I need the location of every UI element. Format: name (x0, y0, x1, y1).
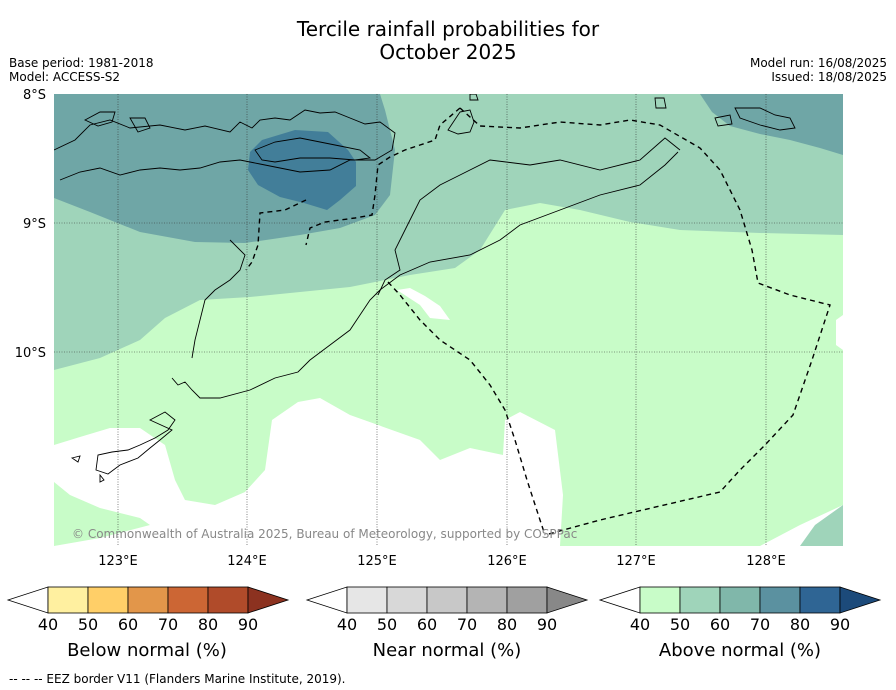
colorbars: 40 50 60 70 80 90 40 50 60 70 80 90 40 50 60 70 80 90 (6, 586, 882, 634)
lon-label-124e: 124°E (227, 554, 267, 569)
below-normal-colorbar-tick: 90 (238, 615, 258, 634)
base-period: Base period: 1981-2018 (9, 56, 154, 70)
below-normal-colorbar-tick: 80 (198, 615, 218, 634)
title-line-2: October 2025 (379, 40, 517, 64)
north-islet-4 (734, 107, 796, 131)
copyright-text: © Commonwealth of Australia 2025, Bureau… (72, 527, 577, 541)
sumba-coast (191, 239, 246, 359)
below-normal-colorbar-segment (87, 586, 129, 614)
white-patch (397, 288, 450, 320)
eez-border (245, 107, 831, 536)
above-normal-colorbar-tick: 40 (630, 615, 650, 634)
near-normal-colorbar-segment (466, 586, 508, 614)
above-normal-colorbar-max-extend (839, 586, 882, 614)
flores-coast (54, 109, 396, 181)
below-normal-colorbar-segment (207, 586, 249, 614)
near-normal-colorbar-max-extend (546, 586, 589, 614)
near-normal-colorbar-tick: 60 (417, 615, 437, 634)
north-islet-3 (714, 114, 733, 127)
near-normal-colorbar-segment (426, 586, 468, 614)
lon-label-127e: 127°E (616, 554, 656, 569)
below-normal-colorbar-max-extend (247, 586, 290, 614)
near-normal-colorbar-segment (346, 586, 388, 614)
savu-island (70, 455, 81, 463)
probability-field: © Commonwealth of Australia 2025, Bureau… (54, 94, 843, 546)
below-normal-colorbar-segment (167, 586, 209, 614)
small-island-1 (99, 473, 105, 483)
below-normal-colorbar-min-extend (6, 586, 49, 614)
near-normal-colorbar-tick: 40 (337, 615, 357, 634)
below-normal-label: Below normal (%) (67, 640, 227, 661)
above-normal-70-band (248, 130, 356, 210)
below-normal-colorbar-tick: 40 (38, 615, 58, 634)
lat-labels: 8°S 9°S 10°S (15, 88, 46, 361)
lon-label-128e: 128°E (746, 554, 786, 569)
above-normal-colorbar-tick: 50 (670, 615, 690, 634)
near-normal-colorbar-min-extend (305, 586, 348, 614)
above-normal-label: Above normal (%) (658, 640, 822, 661)
timor-coast-north (377, 137, 681, 296)
north-islet-1 (447, 109, 475, 135)
map-title: Tercile rainfall probabilities for Octob… (0, 18, 896, 64)
near-normal-colorbar-segment (386, 586, 428, 614)
above-normal-colorbar-tick: 80 (790, 615, 810, 634)
meta-left: Base period: 1981-2018 Model: ACCESS-S2 (9, 56, 154, 84)
meta-right: Model run: 16/08/2025 Issued: 18/08/2025 (750, 56, 887, 84)
model-name: Model: ACCESS-S2 (9, 70, 121, 84)
north-islet-5 (469, 94, 479, 101)
lat-label-9s: 9°S (23, 217, 46, 232)
coastlines (54, 94, 796, 483)
lon-label-123e: 123°E (98, 554, 138, 569)
above-normal-colorbar-segment (719, 586, 761, 614)
lon-label-126e: 126°E (487, 554, 527, 569)
above-normal-colorbar-tick: 60 (710, 615, 730, 634)
near-normal-colorbar-tick: 50 (377, 615, 397, 634)
above-normal-colorbar-min-extend (598, 586, 641, 614)
lat-label-10s: 10°S (15, 346, 46, 361)
above-normal-colorbar: 40 50 60 70 80 90 (598, 586, 882, 634)
below-normal-colorbar: 40 50 60 70 80 90 (6, 586, 290, 634)
above-normal-colorbar-segment (759, 586, 801, 614)
near-normal-colorbar-tick: 80 (497, 615, 517, 634)
rote-island (95, 411, 176, 475)
near-normal-colorbar-segment (506, 586, 548, 614)
below-normal-colorbar-segment (127, 586, 169, 614)
below-normal-colorbar-tick: 60 (118, 615, 138, 634)
near-normal-colorbar: 40 50 60 70 80 90 (305, 586, 589, 634)
above-normal-colorbar-segment (679, 586, 721, 614)
pantar-island (129, 117, 151, 133)
lat-label-8s: 8°S (23, 88, 46, 103)
below-normal-colorbar-tick: 70 (158, 615, 178, 634)
near-normal-label: Near normal (%) (372, 640, 522, 661)
lon-labels: 123°E 124°E 125°E 126°E 127°E 128°E (98, 554, 786, 569)
above-normal-50-band-se (800, 505, 843, 546)
timor-coast-south (171, 151, 679, 399)
eez-footnote: -- -- -- EEZ border V11 (Flanders Marine… (9, 672, 346, 686)
near-normal-colorbar-tick: 90 (537, 615, 557, 634)
below-normal-colorbar-tick: 50 (78, 615, 98, 634)
near-normal-colorbar-tick: 70 (457, 615, 477, 634)
issued-date: Issued: 18/08/2025 (771, 70, 887, 84)
above-normal-colorbar-segment (799, 586, 841, 614)
wetar-island (254, 137, 372, 163)
alor-island (83, 111, 116, 127)
north-islet-2 (654, 97, 667, 109)
lon-label-125e: 125°E (357, 554, 397, 569)
above-normal-colorbar-tick: 70 (750, 615, 770, 634)
above-normal-colorbar-tick: 90 (830, 615, 850, 634)
title-line-1: Tercile rainfall probabilities for (296, 17, 600, 41)
above-normal-colorbar-segment (639, 586, 681, 614)
below-normal-colorbar-segment (47, 586, 89, 614)
model-run: Model run: 16/08/2025 (749, 56, 887, 70)
